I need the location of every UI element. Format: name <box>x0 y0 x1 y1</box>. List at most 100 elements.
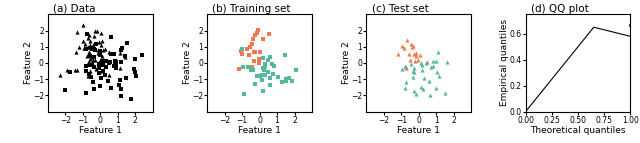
Point <box>412 59 422 61</box>
Point <box>106 53 116 55</box>
Point <box>93 49 104 51</box>
Point <box>88 65 99 68</box>
Point <box>415 62 426 64</box>
Point <box>422 61 432 63</box>
Point <box>277 81 287 83</box>
Point <box>106 87 116 89</box>
Point <box>417 64 428 66</box>
Point <box>90 30 100 32</box>
Point <box>86 76 96 79</box>
Point <box>84 74 94 76</box>
Point <box>85 55 95 57</box>
Point <box>88 58 99 61</box>
Text: (a) Data: (a) Data <box>53 4 96 14</box>
Point <box>109 53 119 56</box>
Point <box>257 90 268 92</box>
Point <box>83 75 93 77</box>
Point <box>415 54 426 56</box>
Point <box>78 24 88 26</box>
Point <box>432 71 442 73</box>
Point <box>137 54 147 56</box>
Point <box>93 62 103 64</box>
Point <box>264 77 275 79</box>
Point <box>84 72 94 75</box>
Point <box>104 60 115 63</box>
Point <box>85 40 95 42</box>
Point <box>104 62 114 64</box>
Point <box>245 46 255 48</box>
Point <box>97 70 108 72</box>
Point <box>95 32 106 34</box>
Point <box>409 90 419 92</box>
Point <box>260 63 270 65</box>
Point <box>257 79 267 81</box>
X-axis label: Feature 1: Feature 1 <box>79 126 122 135</box>
Point <box>254 58 264 60</box>
Point <box>96 77 106 79</box>
Point <box>84 51 94 53</box>
Point <box>419 77 429 80</box>
Point <box>70 69 80 71</box>
Point <box>84 61 94 63</box>
Point <box>406 43 417 45</box>
Point <box>243 48 253 50</box>
Point <box>417 69 427 72</box>
Point <box>264 32 274 35</box>
Point <box>400 65 410 68</box>
Point <box>402 39 412 41</box>
Point <box>115 52 125 55</box>
Point <box>131 74 141 77</box>
Point <box>287 80 297 82</box>
Point <box>82 33 92 35</box>
Point <box>442 61 452 63</box>
Point <box>93 41 104 43</box>
Point <box>84 34 95 36</box>
Point <box>54 74 65 76</box>
Point <box>129 57 140 60</box>
Point <box>237 53 247 55</box>
Point <box>98 49 108 51</box>
Point <box>81 92 91 94</box>
Point <box>116 47 127 49</box>
Point <box>83 62 93 64</box>
Point <box>284 77 294 79</box>
Point <box>406 46 417 48</box>
Point <box>425 94 435 96</box>
Point <box>421 62 431 64</box>
Point <box>260 65 270 68</box>
Point <box>93 52 103 54</box>
Point <box>401 66 411 68</box>
Point <box>97 40 108 42</box>
Point <box>94 67 104 69</box>
Point <box>106 36 116 39</box>
Point <box>87 56 97 58</box>
Point <box>260 74 271 76</box>
Point <box>409 71 419 73</box>
Point <box>431 87 441 89</box>
Point <box>281 78 291 81</box>
Point <box>101 66 111 68</box>
Point <box>418 88 428 90</box>
Point <box>253 62 264 64</box>
Point <box>116 49 127 51</box>
X-axis label: Feature 1: Feature 1 <box>238 126 281 135</box>
Point <box>424 80 434 83</box>
Point <box>428 59 438 62</box>
Point <box>246 69 256 71</box>
Y-axis label: Empirical quantiles: Empirical quantiles <box>500 19 509 106</box>
Point <box>399 47 409 49</box>
Text: (b) Training set: (b) Training set <box>212 4 291 14</box>
Point <box>85 58 95 60</box>
Point <box>265 84 275 86</box>
Point <box>404 53 415 55</box>
Point <box>85 44 95 46</box>
X-axis label: Theoretical quantiles: Theoretical quantiles <box>531 126 626 135</box>
Point <box>247 42 257 45</box>
Point <box>88 81 98 84</box>
Point <box>89 56 99 58</box>
Point <box>94 63 104 65</box>
Point <box>111 61 122 63</box>
Point <box>109 61 120 64</box>
Point <box>428 65 438 67</box>
Point <box>87 64 97 66</box>
